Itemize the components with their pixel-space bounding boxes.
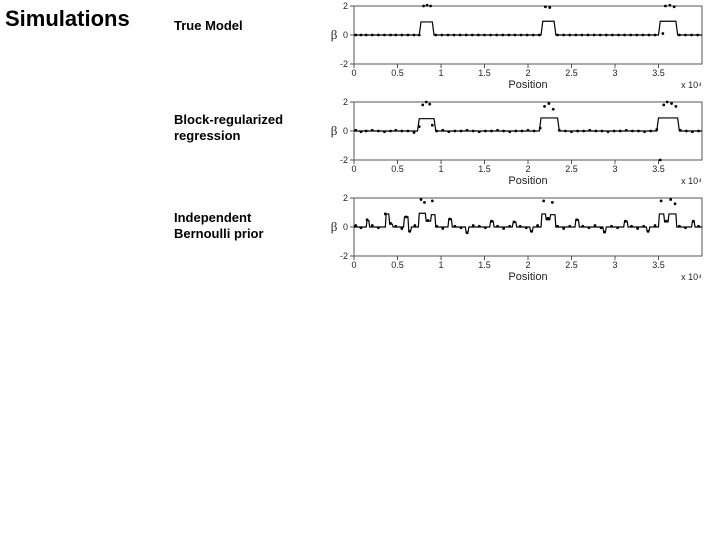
svg-text:Position: Position [508, 79, 547, 91]
svg-text:0: 0 [343, 30, 348, 40]
svg-text:2: 2 [343, 194, 348, 203]
svg-text:-2: -2 [340, 59, 348, 69]
svg-text:x 10⁴: x 10⁴ [681, 176, 702, 186]
svg-text:β: β [331, 219, 338, 234]
svg-text:2: 2 [343, 98, 348, 107]
svg-text:1.5: 1.5 [478, 164, 491, 174]
svg-text:x 10⁴: x 10⁴ [681, 272, 702, 282]
svg-text:0: 0 [343, 126, 348, 136]
svg-text:0.5: 0.5 [391, 164, 404, 174]
svg-text:2: 2 [525, 164, 530, 174]
svg-text:2: 2 [343, 2, 348, 11]
svg-text:2: 2 [525, 260, 530, 270]
svg-text:3.5: 3.5 [652, 260, 665, 270]
svg-text:1.5: 1.5 [478, 260, 491, 270]
svg-text:x 10⁴: x 10⁴ [681, 80, 702, 90]
svg-text:-2: -2 [340, 155, 348, 165]
svg-text:1.5: 1.5 [478, 68, 491, 78]
svg-text:0: 0 [343, 222, 348, 232]
svg-text:β: β [331, 27, 338, 42]
svg-text:0.5: 0.5 [391, 68, 404, 78]
svg-text:1: 1 [438, 164, 443, 174]
svg-text:Position: Position [508, 271, 547, 283]
svg-text:0: 0 [351, 164, 356, 174]
svg-text:0: 0 [351, 260, 356, 270]
label-independent-bernoulli: IndependentBernoulli prior [174, 210, 264, 243]
svg-text:3: 3 [612, 164, 617, 174]
svg-text:0.5: 0.5 [391, 260, 404, 270]
svg-text:1: 1 [438, 260, 443, 270]
svg-text:3: 3 [612, 68, 617, 78]
svg-text:2.5: 2.5 [565, 68, 578, 78]
svg-text:0: 0 [351, 68, 356, 78]
svg-text:β: β [331, 123, 338, 138]
svg-text:2: 2 [525, 68, 530, 78]
svg-text:-2: -2 [340, 251, 348, 261]
svg-text:3.5: 3.5 [652, 68, 665, 78]
svg-text:2.5: 2.5 [565, 260, 578, 270]
label-true-model: True Model [174, 18, 243, 34]
chart-true-model: -20200.511.522.533.5Positionx 10⁴β [320, 2, 708, 94]
chart-block-regularized: -20200.511.522.533.5Positionx 10⁴β [320, 98, 708, 190]
svg-text:3.5: 3.5 [652, 164, 665, 174]
svg-text:Position: Position [508, 175, 547, 187]
svg-text:1: 1 [438, 68, 443, 78]
page-title: Simulations [5, 6, 130, 32]
label-block-regularized: Block-regularizedregression [174, 112, 283, 145]
chart-independent-bernoulli: -20200.511.522.533.5Positionx 10⁴β [320, 194, 708, 286]
svg-text:2.5: 2.5 [565, 164, 578, 174]
svg-text:3: 3 [612, 260, 617, 270]
